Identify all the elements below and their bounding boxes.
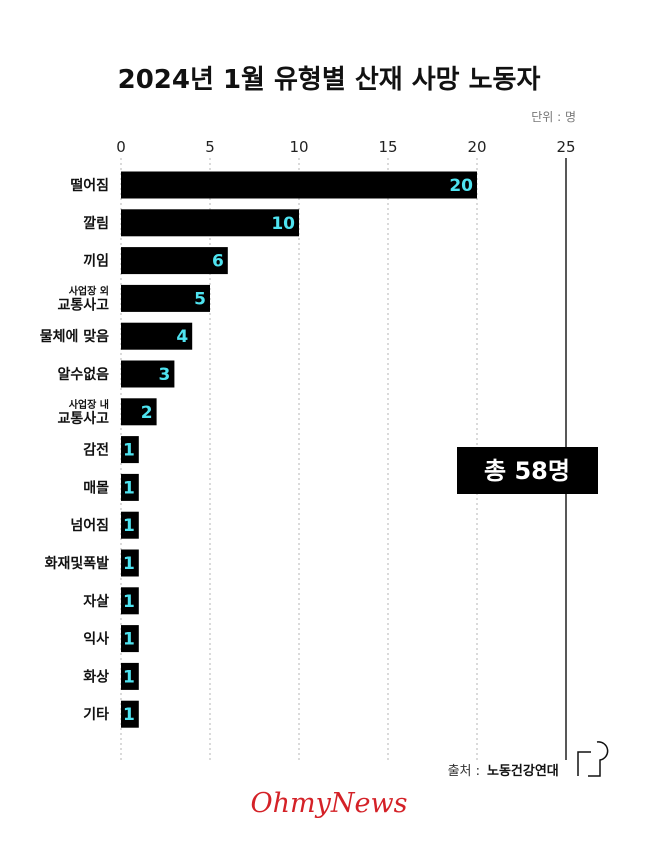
category-label: 화재및폭발 <box>45 555 110 572</box>
bar <box>121 436 139 464</box>
total-badge-background <box>457 447 598 494</box>
category-label: 교통사고 <box>57 297 109 313</box>
category-label: 기타 <box>83 707 109 723</box>
bar <box>121 549 139 577</box>
source-logo-icon <box>577 741 609 777</box>
bar <box>121 209 299 237</box>
category-label: 깔림 <box>83 216 109 232</box>
source-label: 출처 : <box>448 764 480 779</box>
bars <box>121 171 477 728</box>
category-label: 교통사고 <box>57 411 109 427</box>
bar <box>121 700 139 728</box>
bar-value-label: 1 <box>123 554 135 574</box>
bar <box>121 247 228 275</box>
category-label: 사업장 외 <box>69 284 109 297</box>
bar-value-label: 1 <box>123 592 135 612</box>
category-label: 사업장 내 <box>69 398 109 411</box>
category-label: 끼임 <box>83 254 109 270</box>
bar-value-label: 10 <box>271 214 295 234</box>
bar-value-label: 3 <box>159 365 171 385</box>
x-tick-label: 25 <box>556 138 575 156</box>
unit-label: 단위 : 명 <box>531 110 576 124</box>
category-label: 떨어짐 <box>70 177 109 194</box>
bar-value-label: 1 <box>123 478 135 498</box>
category-label: 익사 <box>83 631 109 648</box>
bar-value-label: 6 <box>212 252 224 272</box>
source-name: 노동건강연대 <box>487 763 559 779</box>
bar <box>121 398 157 426</box>
bar-value-label: 1 <box>123 516 135 536</box>
bar <box>121 284 210 312</box>
bar <box>121 171 477 199</box>
bar-value-label: 1 <box>123 667 135 687</box>
ohmynews-logo: OhmyNews <box>251 788 408 819</box>
bar-value-label: 1 <box>123 630 135 650</box>
bar <box>121 473 139 501</box>
category-label: 물체에 맞음 <box>40 328 109 345</box>
bar <box>121 662 139 690</box>
bar <box>121 360 175 388</box>
source: 출처 : 노동건강연대 <box>448 763 559 779</box>
bar <box>121 322 193 350</box>
bar <box>121 511 139 539</box>
chart-title: 2024년 1월 유형별 산재 사망 노동자 <box>118 65 541 95</box>
category-label: 매몰 <box>83 480 109 496</box>
total-badge: 총 58명 <box>457 447 598 494</box>
category-label: 자살 <box>83 593 109 610</box>
x-axis-ticks: 0 5 10 15 20 25 <box>116 138 575 156</box>
bar-value-label: 1 <box>123 705 135 725</box>
bar-value-label: 2 <box>141 403 153 423</box>
bar-value-label: 1 <box>123 441 135 461</box>
category-label: 감전 <box>83 442 109 459</box>
category-label: 알수없음 <box>57 367 109 383</box>
bar-value-label: 4 <box>176 327 188 347</box>
x-tick-label: 10 <box>289 138 308 156</box>
category-label: 화상 <box>83 669 109 685</box>
bar <box>121 587 139 615</box>
bar-value-label: 20 <box>449 176 473 196</box>
x-tick-label: 5 <box>205 138 215 156</box>
total-badge-text: 총 58명 <box>484 457 570 485</box>
x-tick-label: 0 <box>116 138 126 156</box>
category-label: 넘어짐 <box>70 517 109 534</box>
x-tick-label: 20 <box>467 138 486 156</box>
bar <box>121 625 139 653</box>
x-tick-label: 15 <box>378 138 397 156</box>
bar-value-label: 5 <box>194 289 206 309</box>
